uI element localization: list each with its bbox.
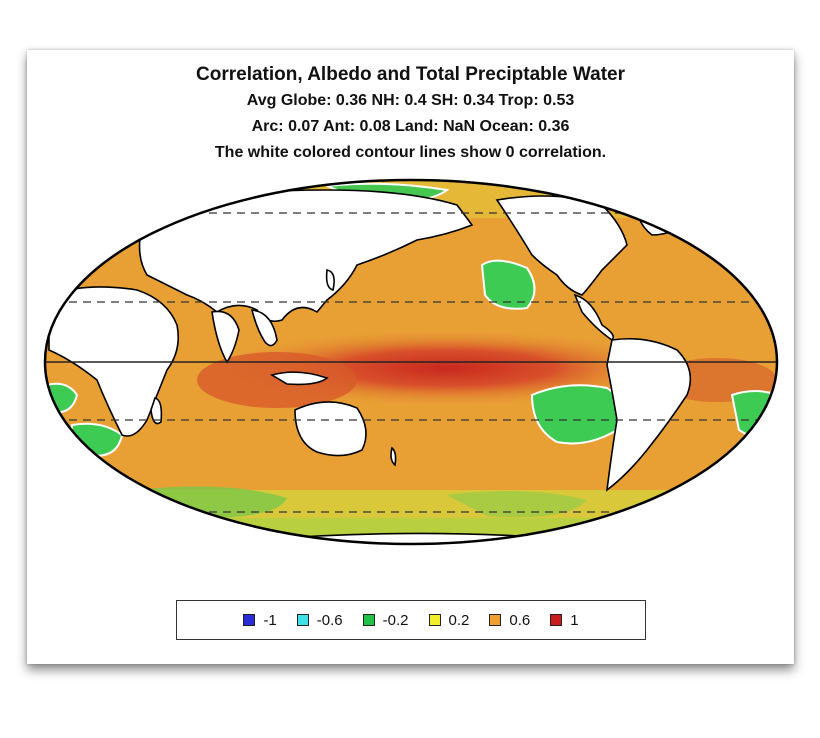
legend-label: 0.2 xyxy=(448,611,470,629)
stats-line-2: Arc: 0.07 Ant: 0.08 Land: NaN Ocean: 0.3… xyxy=(251,118,570,135)
legend-item: -0.6 xyxy=(296,611,343,629)
nz-land xyxy=(390,446,397,467)
legend-swatch xyxy=(296,614,309,626)
correlation-map xyxy=(43,178,779,546)
legend-label: -0.2 xyxy=(382,611,409,629)
legend-item: -0.2 xyxy=(362,611,409,629)
chart-title: Correlation, Albedo and Total Preciptabl… xyxy=(196,64,625,85)
madagascar-land xyxy=(150,397,163,425)
legend-swatch xyxy=(362,614,375,626)
indian-ocean-max xyxy=(197,352,357,408)
map-content xyxy=(45,180,777,544)
legend-swatch xyxy=(550,614,563,626)
legend-item: 0.2 xyxy=(428,611,470,629)
legend-label: 0.6 xyxy=(509,611,531,629)
eurasia-land xyxy=(138,189,474,323)
legend: -1 -0.6 -0.2 0.2 0.6 1 xyxy=(176,600,646,640)
south-weak-patch-2 xyxy=(447,491,587,518)
legend-swatch xyxy=(243,614,256,626)
antarctica-land xyxy=(176,532,648,544)
legend-label: -1 xyxy=(263,611,277,629)
legend-swatch xyxy=(428,614,441,626)
stats-line-1: Avg Globe: 0.36 NH: 0.4 SH: 0.34 Trop: 0… xyxy=(246,92,575,109)
contour-note: The white colored contour lines show 0 c… xyxy=(214,144,607,161)
legend-label: 1 xyxy=(570,611,579,629)
se-asia-land xyxy=(250,309,278,347)
legend-item: 1 xyxy=(550,611,579,629)
central-america-land xyxy=(573,293,615,342)
india-land xyxy=(211,310,240,364)
legend-label: -0.6 xyxy=(316,611,343,629)
legend-swatch xyxy=(489,614,502,626)
indonesia-land xyxy=(269,371,329,386)
pacific-neg-patch-north xyxy=(480,259,536,310)
figure-card: Correlation, Albedo and Total Preciptabl… xyxy=(27,50,794,664)
australia-land xyxy=(294,401,367,457)
japan-land xyxy=(325,269,335,291)
title-block: Correlation, Albedo and Total Preciptabl… xyxy=(27,62,794,166)
legend-item: 0.6 xyxy=(489,612,530,629)
globe-outline xyxy=(43,178,779,546)
legend-item: -1 xyxy=(243,611,277,629)
